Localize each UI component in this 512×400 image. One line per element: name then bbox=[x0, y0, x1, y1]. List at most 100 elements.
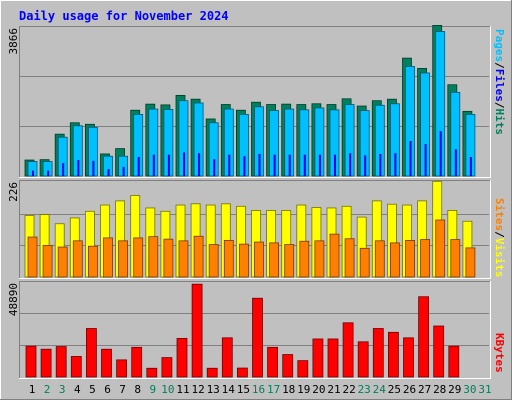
day-label: 29 bbox=[448, 383, 461, 396]
kbytes-bar bbox=[101, 348, 112, 378]
day-label: 22 bbox=[342, 383, 355, 396]
legend-hits: Hits bbox=[493, 109, 506, 136]
kbytes-bar bbox=[161, 357, 173, 378]
files-bar bbox=[92, 160, 95, 176]
sites-bar bbox=[178, 240, 189, 278]
sites-bar bbox=[359, 247, 370, 278]
sites-bar bbox=[465, 247, 476, 278]
kbytes-bar bbox=[116, 359, 127, 378]
hits-ymax-label: 3866 bbox=[7, 28, 20, 55]
day-label: 14 bbox=[222, 383, 236, 396]
files-bar bbox=[198, 153, 201, 176]
kbytes-bar bbox=[25, 345, 37, 378]
sites-bar bbox=[374, 240, 385, 278]
kbytes-bar bbox=[86, 328, 97, 378]
day-label: 4 bbox=[74, 383, 81, 396]
files-bar bbox=[137, 156, 140, 176]
sites-bar bbox=[269, 242, 280, 278]
files-bar bbox=[364, 155, 367, 176]
kbytes-bar bbox=[418, 296, 430, 378]
files-bar bbox=[62, 163, 65, 176]
legend-kbytes: KBytes bbox=[493, 333, 506, 373]
kbytes-bar bbox=[267, 346, 279, 378]
sites-bar bbox=[389, 242, 400, 278]
files-bar bbox=[469, 156, 472, 176]
sites-bar bbox=[148, 236, 159, 278]
sites-bar bbox=[254, 241, 264, 278]
kbytes-bar bbox=[312, 338, 324, 378]
day-label: 23 bbox=[358, 383, 371, 396]
day-label: 19 bbox=[297, 383, 310, 396]
files-bar bbox=[107, 169, 110, 176]
day-label: 3 bbox=[59, 383, 66, 396]
day-label: 20 bbox=[312, 383, 325, 396]
hits-files-pages-bars bbox=[24, 25, 476, 177]
kbytes-bar bbox=[176, 337, 188, 378]
day-label: 27 bbox=[418, 383, 431, 396]
day-label: 15 bbox=[237, 383, 250, 396]
day-label: 25 bbox=[388, 383, 401, 396]
day-label: 8 bbox=[134, 383, 141, 396]
kbytes-bar bbox=[282, 354, 294, 378]
day-label: 21 bbox=[327, 383, 340, 396]
legend-sep-3: / bbox=[493, 231, 506, 238]
chart-title: Daily usage for November 2024 bbox=[19, 9, 229, 23]
legend-kbytes-label: KBytes bbox=[493, 333, 506, 373]
legend-visits: Visits bbox=[493, 238, 506, 278]
sites-bar bbox=[420, 239, 431, 278]
kbytes-bars bbox=[25, 283, 460, 378]
files-bar bbox=[379, 153, 382, 176]
sites-bar bbox=[299, 240, 310, 278]
day-label: 1 bbox=[29, 383, 36, 396]
sites-bar bbox=[405, 239, 415, 278]
kbytes-bar bbox=[342, 322, 354, 378]
files-bar bbox=[334, 154, 336, 176]
kbytes-bar bbox=[70, 356, 82, 378]
day-label: 6 bbox=[104, 383, 111, 396]
sites-bar bbox=[344, 238, 355, 278]
kbytes-bar bbox=[206, 367, 218, 378]
files-bar bbox=[424, 144, 427, 176]
files-bar bbox=[77, 160, 80, 176]
legend-pages: Pages bbox=[493, 29, 506, 62]
day-label: 17 bbox=[267, 383, 280, 396]
day-label: 28 bbox=[433, 383, 446, 396]
files-bar bbox=[439, 131, 442, 176]
kbytes-ymax-label: 48890 bbox=[7, 283, 20, 316]
kbytes-bar bbox=[357, 341, 369, 378]
day-label: 18 bbox=[282, 383, 295, 396]
day-label: 11 bbox=[176, 383, 189, 396]
sites-bar bbox=[435, 219, 446, 278]
day-label: 13 bbox=[207, 383, 220, 396]
files-bar bbox=[122, 166, 125, 176]
sites-bar bbox=[103, 237, 113, 278]
sites-bar bbox=[223, 239, 234, 278]
sites-bar bbox=[193, 235, 204, 278]
legend-sites: Sites bbox=[493, 198, 506, 231]
day-label: 31 bbox=[478, 383, 491, 396]
sites-bar bbox=[88, 245, 98, 278]
sites-bar bbox=[238, 243, 249, 278]
kbytes-bar bbox=[433, 325, 445, 378]
sites-bar bbox=[208, 244, 219, 278]
files-bar bbox=[47, 170, 50, 176]
files-bar bbox=[167, 154, 170, 176]
files-bar bbox=[183, 152, 185, 176]
day-label: 5 bbox=[89, 383, 96, 396]
sites-bar bbox=[72, 240, 83, 278]
legend-files: Files bbox=[493, 69, 506, 102]
day-labels: 1 2 3 4 5 6 7 8 9 10 11 12 13 14 15 16 17 18 19 20 21 22 23 24 2… bbox=[29, 383, 492, 396]
kbytes-bar bbox=[297, 360, 309, 378]
files-bar bbox=[32, 170, 34, 176]
kbytes-bar bbox=[448, 345, 460, 378]
kbytes-bar bbox=[327, 338, 339, 378]
files-bar bbox=[152, 154, 155, 176]
legend-sites-visits: Sites/Visits bbox=[493, 198, 506, 278]
files-bar bbox=[409, 141, 412, 176]
kbytes-bar bbox=[221, 337, 233, 378]
sites-bar bbox=[118, 240, 128, 278]
legend-sep-1: / bbox=[493, 62, 506, 69]
day-label: 12 bbox=[191, 383, 204, 396]
day-label: 30 bbox=[463, 383, 476, 396]
